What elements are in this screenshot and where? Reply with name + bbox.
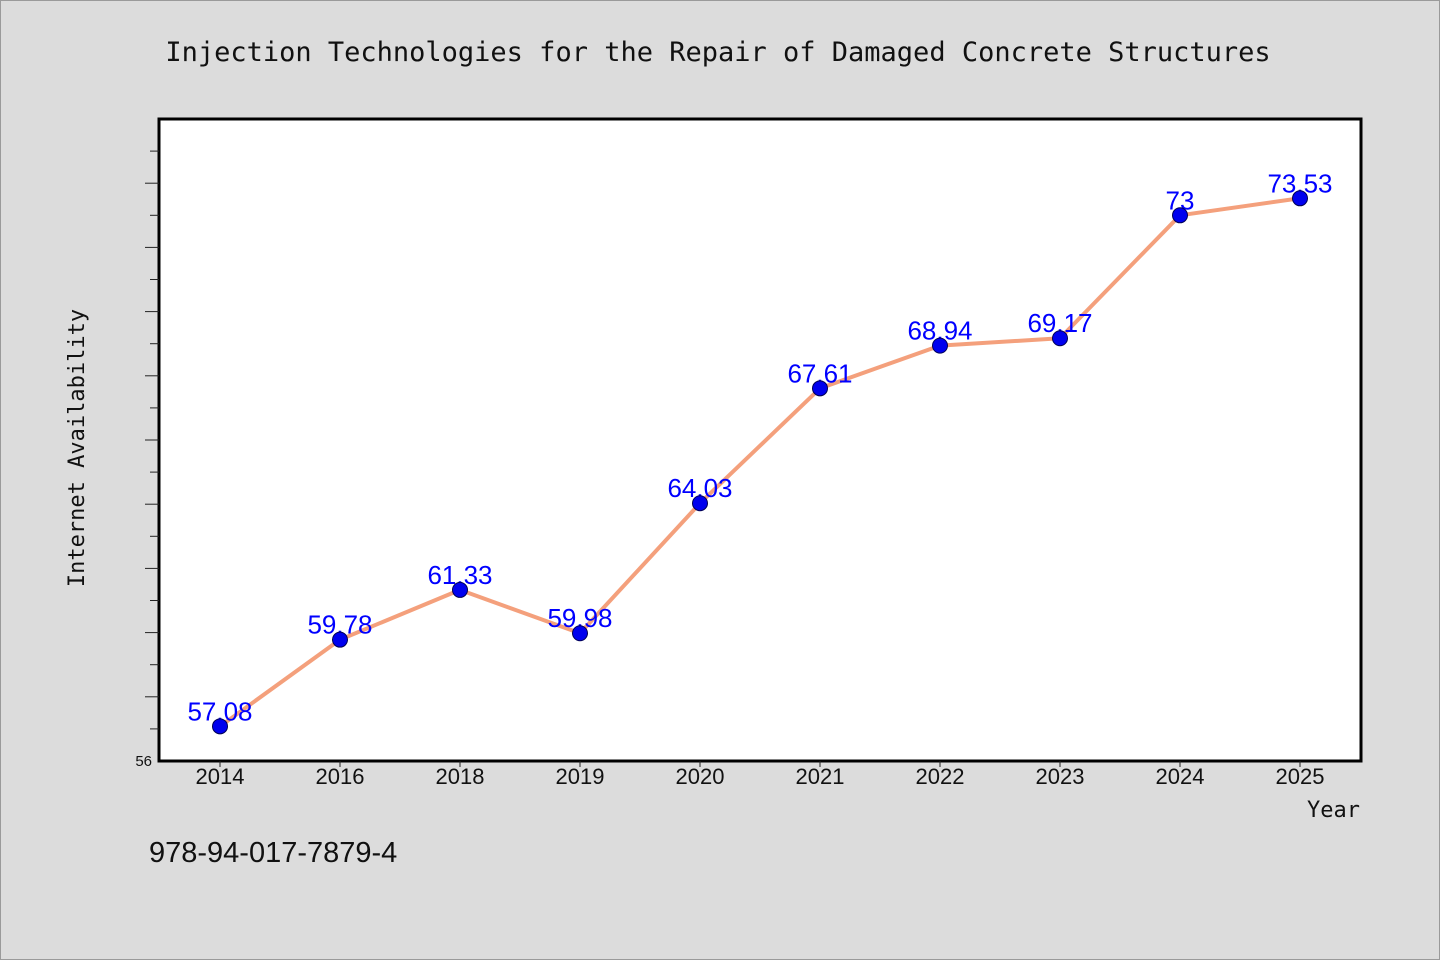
- data-point: [212, 718, 228, 735]
- x-tick-label: 2020: [676, 764, 725, 789]
- x-tick-label: 2022: [916, 764, 965, 789]
- x-tick-label: 2024: [1156, 764, 1205, 789]
- data-point: [452, 581, 468, 598]
- y-axis-min-label: 56: [135, 753, 152, 770]
- chart-title: Injection Technologies for the Repair of…: [165, 37, 1270, 68]
- isbn-text: 978-94-017-7879-4: [149, 837, 397, 869]
- data-point: [332, 631, 348, 648]
- data-point: [1172, 207, 1188, 224]
- data-point: [932, 337, 948, 354]
- data-point: [1052, 330, 1068, 347]
- x-tick-label: 2016: [316, 764, 365, 789]
- x-tick-label: 2023: [1036, 764, 1085, 789]
- x-tick-label: 2021: [796, 764, 845, 789]
- data-point: [692, 495, 708, 512]
- y-axis-ticks: [145, 150, 159, 730]
- x-tick-label: 2019: [556, 764, 605, 789]
- plot-area: [157, 117, 1363, 763]
- data-point: [1292, 190, 1308, 207]
- x-tick-label: 2018: [436, 764, 485, 789]
- x-axis-tick-labels: 2014 2016 2018 2019 2020 2021 2022 2023 2024 2025: [196, 764, 1325, 789]
- data-point: [572, 625, 588, 642]
- data-point: [812, 380, 828, 397]
- x-tick-label: 2014: [196, 764, 245, 789]
- x-axis-label: Year: [1307, 798, 1360, 823]
- x-axis-ticks: [219, 761, 1301, 767]
- y-axis-label: Internet Availability: [65, 309, 90, 587]
- x-tick-label: 2025: [1276, 764, 1325, 789]
- series-line: [218, 196, 1302, 729]
